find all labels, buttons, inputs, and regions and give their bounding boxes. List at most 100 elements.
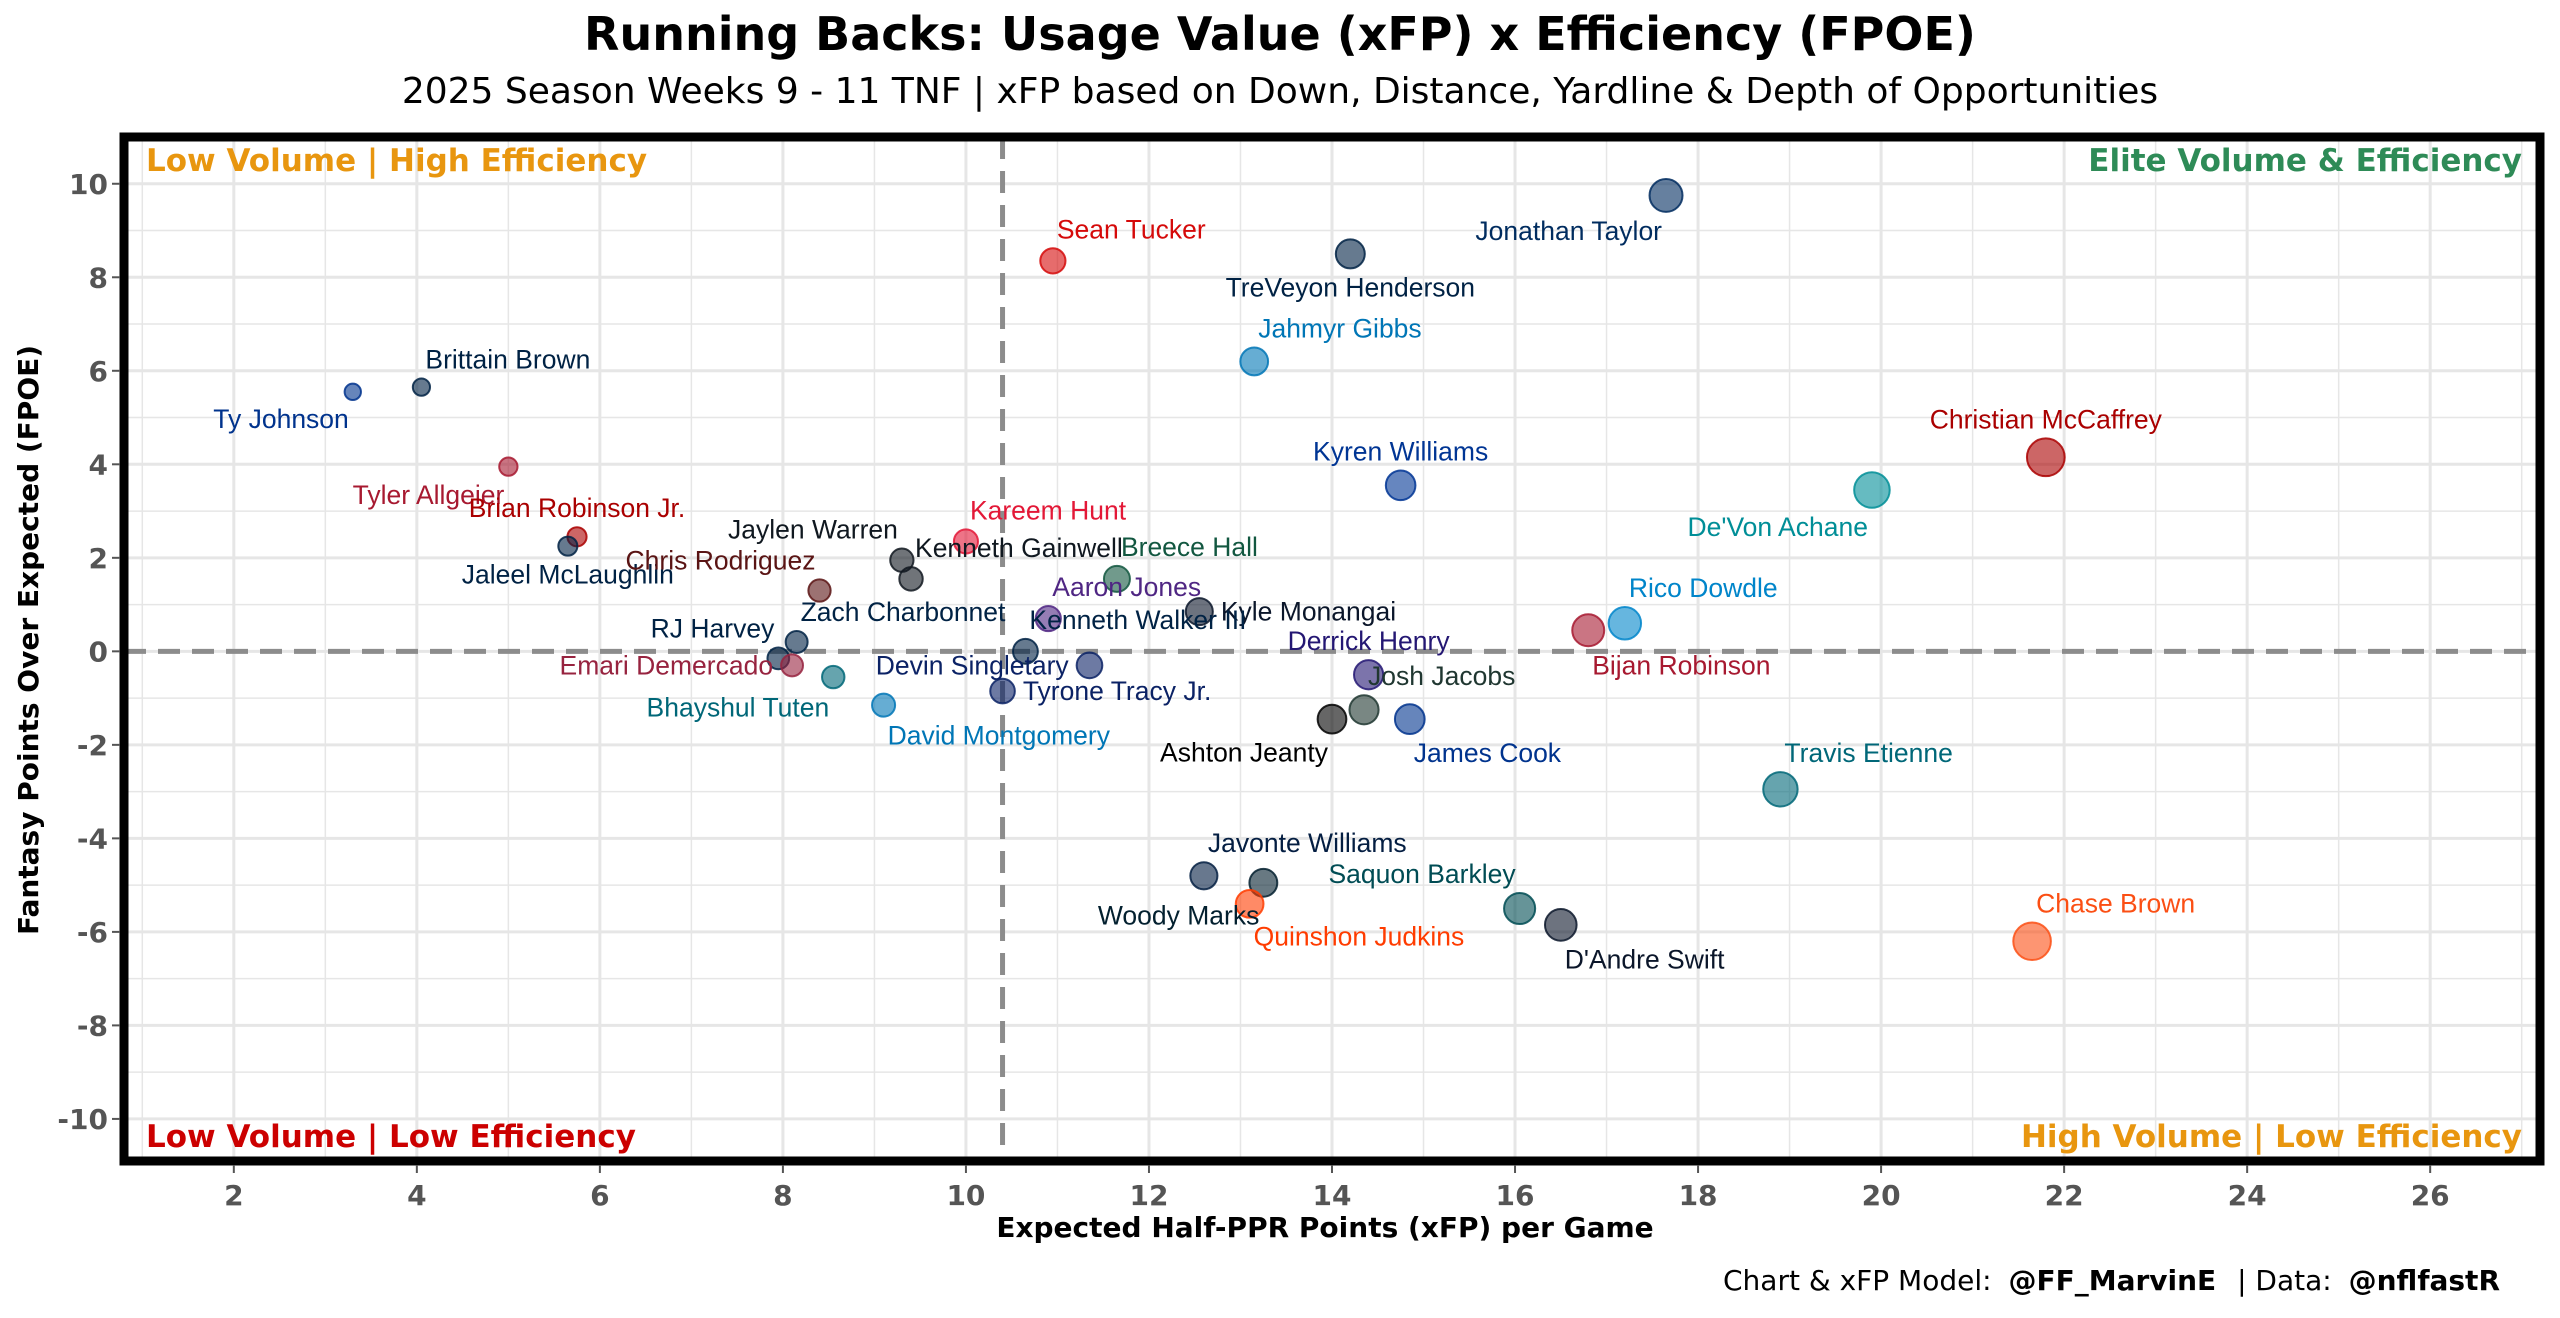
x-tick-label: 6	[590, 1179, 609, 1212]
point-label: David Montgomery	[888, 721, 1111, 751]
scatter-point[interactable]	[1239, 346, 1270, 377]
chart-title: Running Backs: Usage Value (xFP) x Effic…	[584, 7, 1976, 61]
point-label: Jaylen Warren	[728, 515, 898, 545]
quadrant-labels: Low Volume | High Efficiency Elite Volum…	[146, 143, 2522, 1155]
point-label: Christian McCaffrey	[1930, 404, 2163, 434]
quadrant-label-top-right: Elite Volume & Efficiency	[2088, 143, 2522, 179]
scatter-point[interactable]	[784, 630, 809, 654]
point-label: Woody Marks	[1098, 901, 1260, 931]
y-tick-label: 4	[89, 448, 108, 481]
y-axis-ticks: -10 -8 -6 -4 -2 0 2 4 6 8 10	[57, 168, 120, 1136]
scatter-point[interactable]	[1607, 606, 1643, 641]
point-label: Javonte Williams	[1208, 828, 1407, 858]
quadrant-label-bottom-left: Low Volume | Low Efficiency	[146, 1119, 636, 1155]
scatter-point[interactable]	[2012, 921, 2052, 962]
x-tick-label: 8	[773, 1179, 792, 1212]
point-label: D'Andre Swift	[1565, 945, 1725, 975]
scatter-point[interactable]	[1648, 177, 1684, 213]
scatter-point[interactable]	[1248, 867, 1279, 898]
plot-frame	[119, 132, 2545, 1166]
scatter-point[interactable]	[1348, 694, 1380, 726]
x-tick-label: 24	[2228, 1179, 2267, 1212]
scatter-point[interactable]	[1189, 861, 1219, 891]
y-tick-label: -10	[57, 1103, 108, 1136]
point-label: Quinshon Judkins	[1254, 922, 1465, 952]
scatter-point[interactable]	[989, 677, 1016, 705]
credit-separator: | Data:	[2237, 1264, 2332, 1297]
scatter-point[interactable]	[1034, 605, 1062, 633]
point-label: Chris Rodriguez	[626, 545, 816, 575]
scatter-point[interactable]	[1039, 247, 1067, 275]
y-tick-label: 0	[89, 635, 108, 668]
point-label: Aaron Jones	[1052, 572, 1201, 602]
scatter-point[interactable]	[807, 578, 832, 603]
footer-credit: Chart & xFP Model: @FF_MarvinE | Data: @…	[1723, 1264, 2500, 1297]
scatter-point[interactable]	[821, 664, 846, 690]
x-tick-label: 14	[1313, 1179, 1352, 1212]
scatter-point[interactable]	[1075, 651, 1104, 680]
point-label: Kyle Monangai	[1221, 597, 1396, 627]
point-label: Emari Demercado	[560, 650, 774, 680]
point-label: Ashton Jeanty	[1160, 738, 1329, 768]
point-label: Jaleel McLaughlin	[462, 560, 674, 590]
scatter-point[interactable]	[1571, 613, 1606, 648]
point-label: Rico Dowdle	[1629, 573, 1778, 603]
point-label: TreVeyon Henderson	[1226, 272, 1475, 302]
credit-handle[interactable]: @FF_MarvinE	[2008, 1264, 2216, 1297]
scatter-point[interactable]	[411, 377, 432, 397]
scatter-point[interactable]	[898, 566, 924, 592]
quadrant-label-top-left: Low Volume | High Efficiency	[146, 143, 647, 179]
y-tick-label: 10	[69, 168, 108, 201]
data-points	[343, 177, 2066, 962]
point-label: Derrick Henry	[1288, 626, 1451, 656]
x-axis-title: Expected Half-PPR Points (xFP) per Game	[996, 1211, 1653, 1244]
point-label: Chase Brown	[2036, 888, 2195, 918]
scatter-point[interactable]	[1316, 703, 1348, 735]
scatter-point[interactable]	[1334, 238, 1366, 270]
x-tick-label: 20	[1862, 1179, 1901, 1212]
scatter-point[interactable]	[1234, 888, 1265, 919]
x-tick-label: 10	[946, 1179, 985, 1212]
scatter-point[interactable]	[1102, 564, 1131, 593]
point-label: Kenneth Walker III	[1029, 605, 1246, 635]
x-tick-label: 16	[1496, 1179, 1535, 1212]
scatter-point[interactable]	[1762, 771, 1799, 808]
point-label: Tyler Allgeier	[353, 480, 505, 510]
point-label: Bijan Robinson	[1592, 650, 1770, 680]
x-tick-label: 26	[2411, 1179, 2450, 1212]
scatter-point[interactable]	[871, 692, 897, 718]
x-tick-label: 18	[1679, 1179, 1718, 1212]
scatter-point[interactable]	[780, 653, 805, 678]
scatter-point[interactable]	[1393, 703, 1426, 735]
scatter-point[interactable]	[1503, 891, 1537, 926]
scatter-point[interactable]	[498, 456, 519, 477]
scatter-point[interactable]	[343, 382, 362, 402]
point-label: De'Von Achane	[1688, 512, 1868, 542]
y-axis-title: Fantasy Points Over Expected (FPOE)	[12, 345, 45, 935]
quadrant-label-bottom-right: High Volume | Low Efficiency	[2021, 1119, 2522, 1155]
credit-source[interactable]: @nflfastR	[2349, 1264, 2500, 1297]
y-tick-label: -2	[77, 729, 108, 762]
point-label: Jonathan Taylor	[1475, 216, 1662, 246]
point-label: Sean Tucker	[1057, 214, 1206, 244]
scatter-point[interactable]	[1184, 597, 1214, 627]
scatter-point[interactable]	[557, 535, 579, 557]
scatter-point[interactable]	[1353, 659, 1385, 691]
point-label: Zach Charbonnet	[801, 597, 1006, 627]
credit-prefix: Chart & xFP Model:	[1723, 1264, 1992, 1297]
point-label: James Cook	[1414, 738, 1562, 768]
point-label: Kenneth Gainwell	[915, 533, 1123, 563]
point-label: Josh Jacobs	[1368, 661, 1515, 691]
scatter-point[interactable]	[1853, 471, 1891, 509]
scatter-point[interactable]	[952, 528, 979, 555]
scatter-point[interactable]	[1384, 469, 1417, 502]
point-label: Travis Etienne	[1784, 738, 1952, 768]
scatter-point[interactable]	[2025, 437, 2066, 478]
scatter-point[interactable]	[1011, 637, 1039, 665]
x-tick-label: 12	[1129, 1179, 1168, 1212]
x-axis-ticks: 2 4 6 8 10 12 14 16 18 20 22 24 26	[224, 1165, 2450, 1212]
scatter-point[interactable]	[1543, 908, 1578, 942]
x-tick-label: 22	[2045, 1179, 2084, 1212]
y-tick-label: -6	[77, 916, 108, 949]
